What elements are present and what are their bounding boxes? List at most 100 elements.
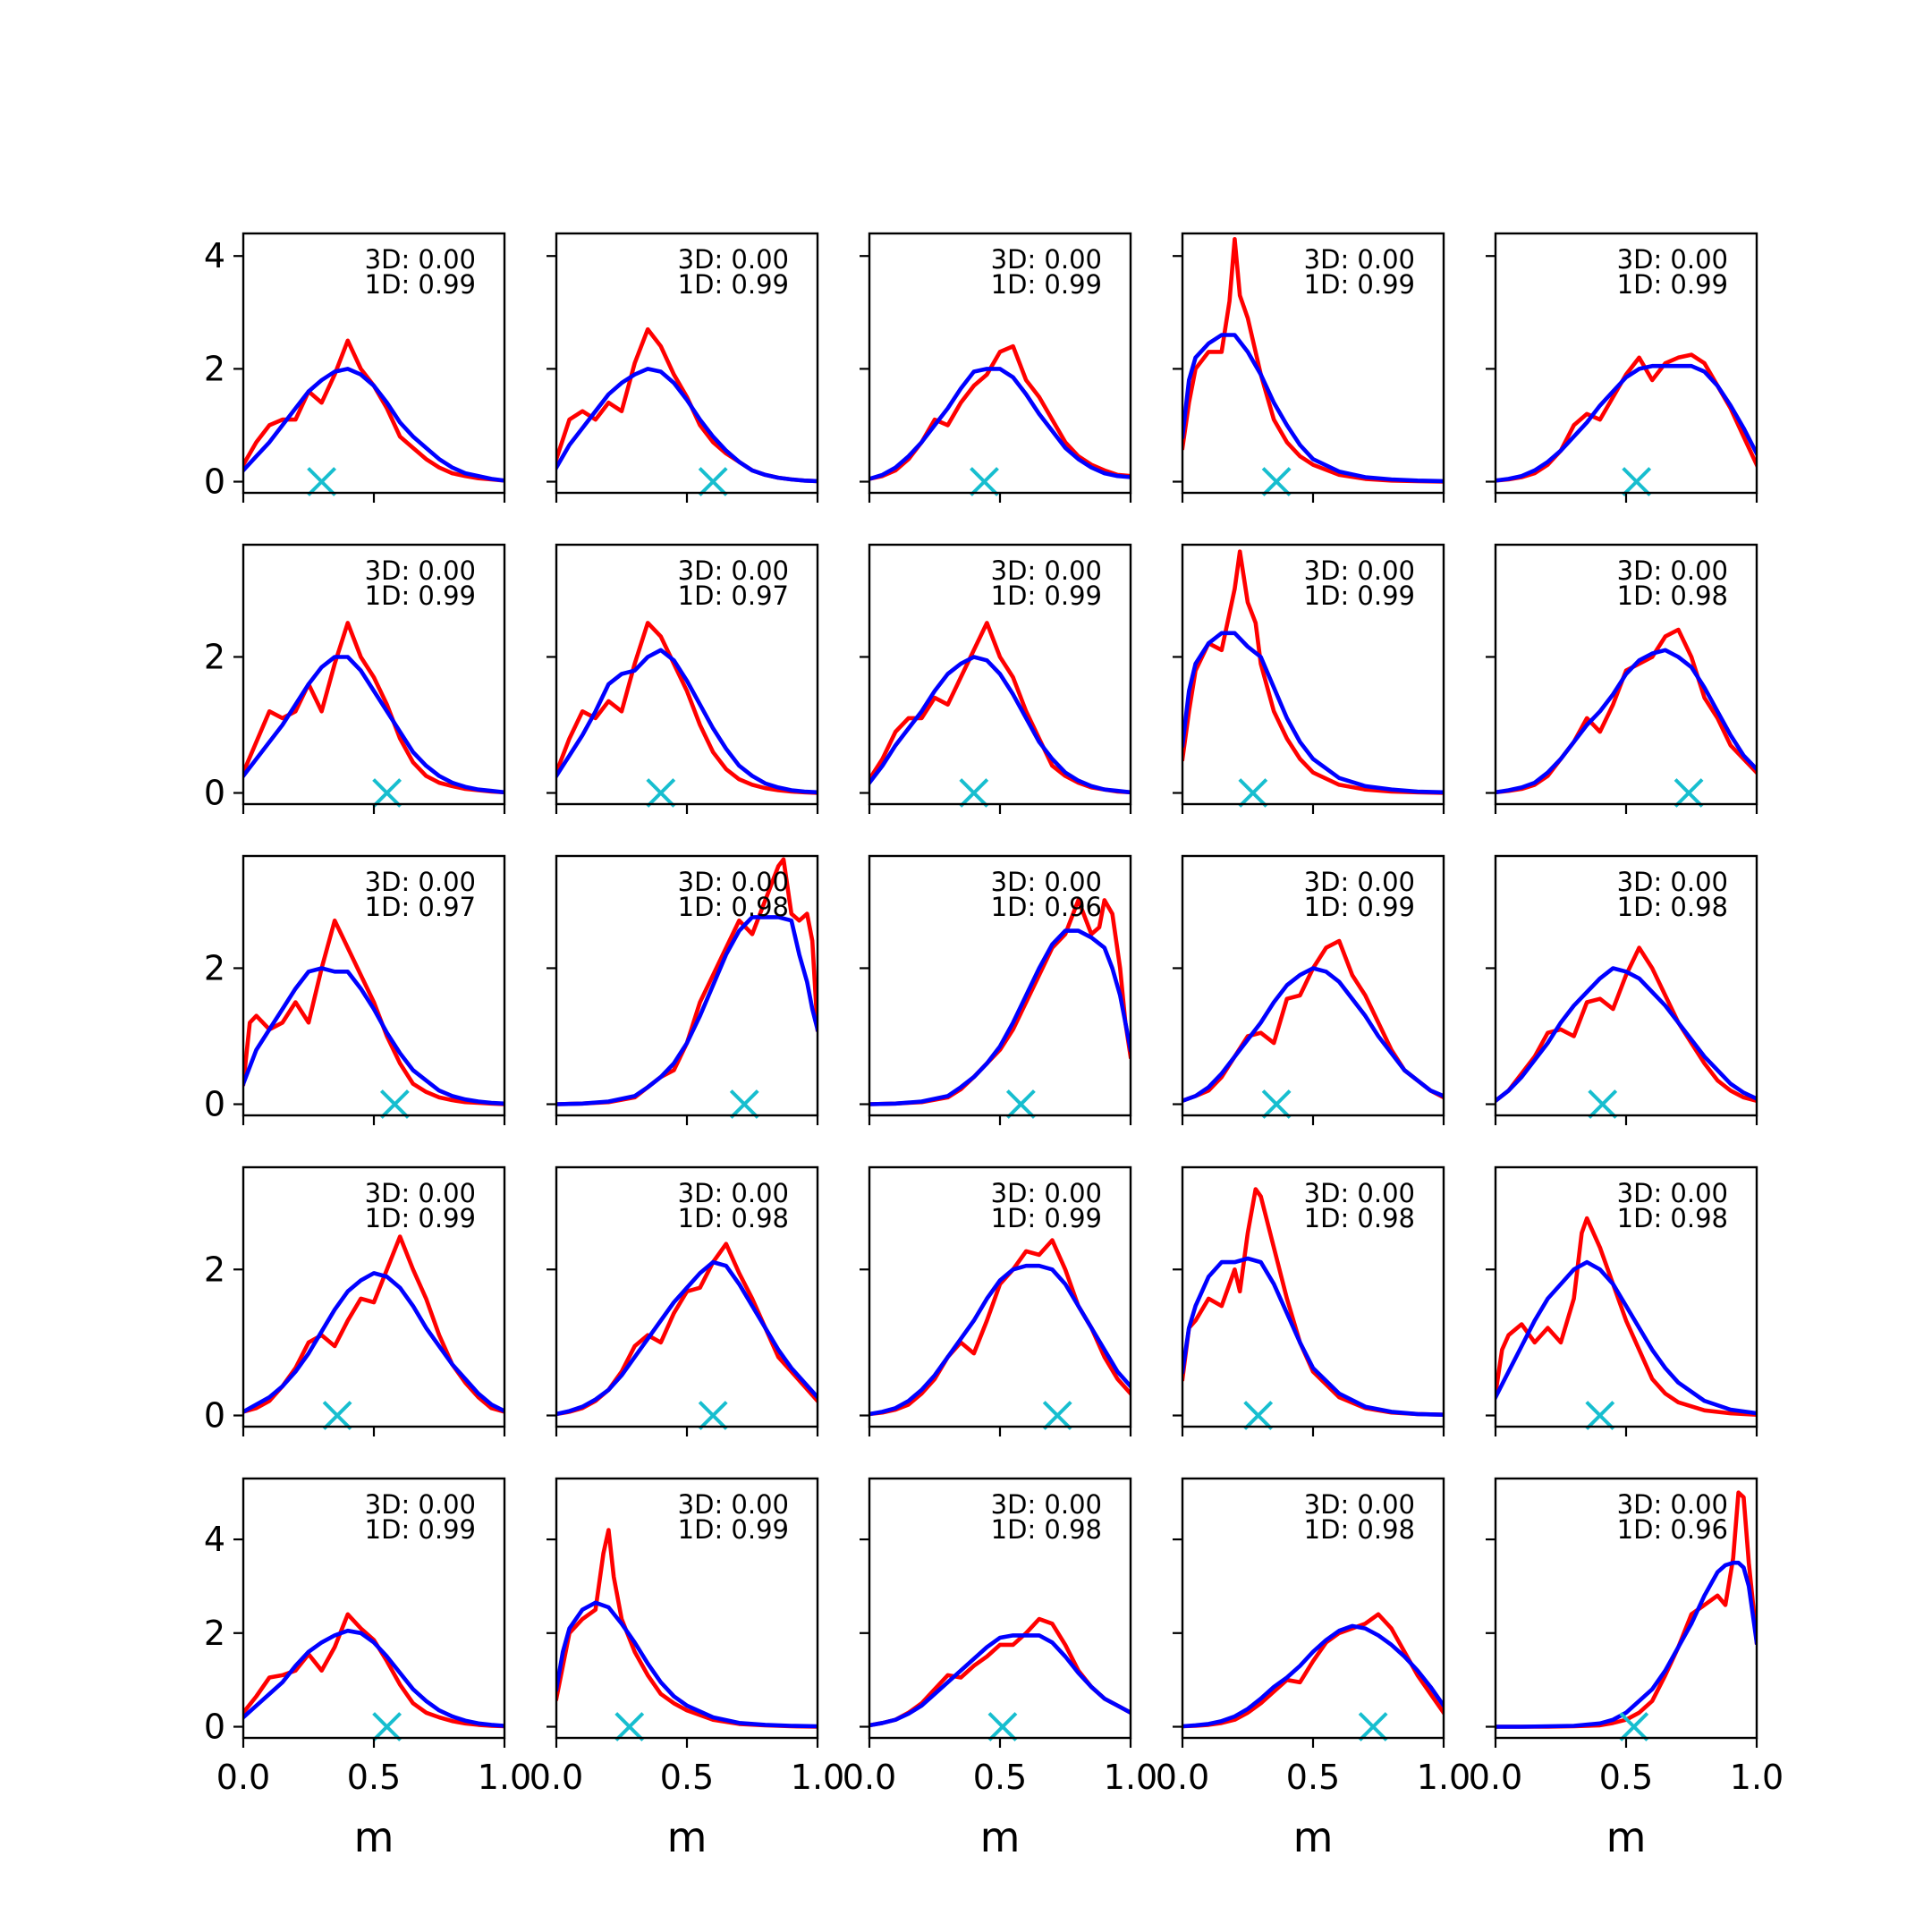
blue-curve (869, 655, 1131, 795)
x-marker (614, 1712, 645, 1741)
x-marker (1238, 778, 1268, 808)
blue-curve (869, 928, 1131, 1106)
x-tick-label: 0.5 (660, 1758, 714, 1797)
annotation-3d: 3D: 0.00 (1304, 867, 1415, 897)
annotation-3d: 3D: 0.00 (1617, 555, 1728, 586)
y-tick-label: 0 (204, 1085, 225, 1124)
red-curve (556, 1528, 818, 1729)
red-curve (869, 343, 1131, 481)
annotation-3d: 3D: 0.00 (1304, 244, 1415, 275)
x-marker (1261, 467, 1292, 496)
annotation-3d: 3D: 0.00 (1617, 244, 1728, 275)
annotation-1d: 1D: 0.97 (678, 580, 789, 611)
x-marker (729, 1089, 759, 1119)
x-marker (379, 1089, 410, 1119)
blue-curve (556, 367, 818, 484)
x-tick-label: 0.0 (1469, 1758, 1522, 1797)
x-marker (1619, 1712, 1649, 1741)
red-curve (243, 918, 504, 1106)
blue-curve (1182, 1256, 1444, 1418)
x-axis-label: m (1606, 1813, 1647, 1861)
annotation-3d: 3D: 0.00 (991, 555, 1102, 586)
blue-curve (243, 966, 504, 1106)
x-axis-label: m (667, 1813, 708, 1861)
red-curve (1182, 938, 1444, 1104)
blue-curve (1182, 333, 1444, 484)
annotation-3d: 3D: 0.00 (365, 1489, 476, 1520)
x-marker (1622, 467, 1652, 496)
annotation-3d: 3D: 0.00 (1617, 1178, 1728, 1208)
x-marker (1005, 1089, 1036, 1119)
annotation-1d: 1D: 0.99 (365, 580, 476, 611)
x-tick-label: 0.5 (1599, 1758, 1653, 1797)
annotation-1d: 1D: 0.99 (991, 1203, 1102, 1233)
red-curve (1496, 945, 1757, 1104)
x-marker (1358, 1712, 1388, 1741)
annotation-3d: 3D: 0.00 (365, 555, 476, 586)
annotation-1d: 1D: 0.96 (991, 892, 1102, 922)
annotation-3d: 3D: 0.00 (1617, 867, 1728, 897)
annotation-1d: 1D: 0.98 (1304, 1203, 1415, 1233)
red-curve (1496, 1216, 1757, 1418)
y-tick-label: 2 (204, 1250, 225, 1289)
annotation-3d: 3D: 0.00 (678, 1489, 789, 1520)
blue-curve (1182, 631, 1444, 795)
x-marker (1674, 778, 1704, 808)
red-curve (869, 898, 1131, 1106)
blue-curve (869, 1263, 1131, 1417)
x-tick-label: 0.0 (843, 1758, 896, 1797)
x-axis-label: m (980, 1813, 1021, 1861)
annotation-1d: 1D: 0.98 (1617, 1203, 1728, 1233)
y-tick-label: 0 (204, 1707, 225, 1747)
y-tick-label: 4 (204, 1520, 225, 1559)
x-marker (372, 778, 402, 808)
annotation-1d: 1D: 0.99 (365, 1514, 476, 1545)
blue-curve (1496, 648, 1757, 795)
blue-curve (243, 1271, 504, 1415)
blue-curve (1182, 966, 1444, 1104)
x-axis-label: m (1293, 1813, 1334, 1861)
annotation-1d: 1D: 0.98 (678, 1203, 789, 1233)
annotation-3d: 3D: 0.00 (991, 1178, 1102, 1208)
x-marker (1588, 1089, 1618, 1119)
annotation-3d: 3D: 0.00 (678, 244, 789, 275)
blue-curve (869, 367, 1131, 481)
annotation-1d: 1D: 0.99 (365, 1203, 476, 1233)
blue-curve (1182, 1623, 1444, 1729)
blue-curve (556, 648, 818, 795)
annotation-3d: 3D: 0.00 (1304, 555, 1415, 586)
red-curve (243, 1612, 504, 1729)
x-marker (1585, 1401, 1615, 1430)
annotation-1d: 1D: 0.99 (365, 269, 476, 300)
x-marker (698, 1401, 728, 1430)
x-marker (1261, 1089, 1292, 1119)
annotation-1d: 1D: 0.98 (1617, 892, 1728, 922)
blue-curve (243, 655, 504, 795)
x-marker (1042, 1401, 1072, 1430)
annotation-1d: 1D: 0.98 (1304, 1514, 1415, 1545)
x-tick-label: 1.0 (1104, 1758, 1157, 1797)
y-tick-label: 2 (204, 637, 225, 676)
annotation-1d: 1D: 0.99 (1617, 269, 1728, 300)
y-tick-label: 0 (204, 774, 225, 813)
x-marker (646, 778, 676, 808)
annotation-3d: 3D: 0.00 (1304, 1489, 1415, 1520)
x-marker (322, 1401, 352, 1430)
annotation-1d: 1D: 0.99 (1304, 269, 1415, 300)
x-marker (307, 467, 337, 496)
